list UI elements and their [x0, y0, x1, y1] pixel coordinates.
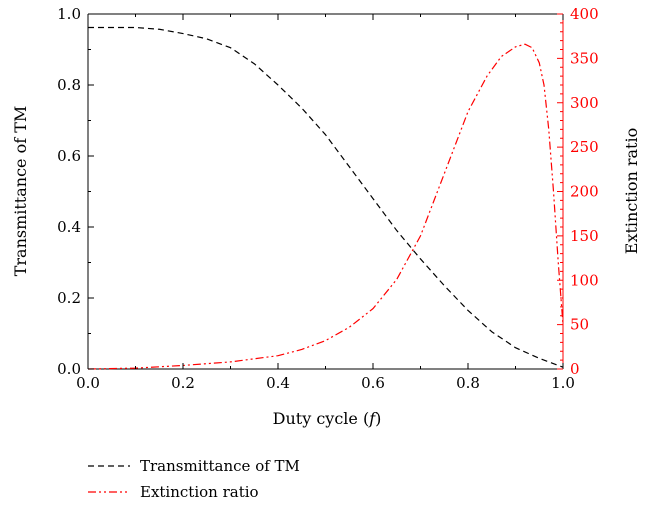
x-tick-label: 0.8: [456, 374, 480, 392]
legend-label-transmittance: Transmittance of TM: [140, 457, 300, 475]
legend-label-extinction: Extinction ratio: [140, 483, 259, 501]
y-left-tick-label: 0.8: [57, 76, 81, 94]
x-tick-label: 0.6: [361, 374, 385, 392]
y-right-tick-label: 100: [570, 271, 599, 289]
y-right-tick-label: 50: [570, 316, 589, 334]
series-layer: [87, 26, 564, 370]
x-tick-label: 0.4: [266, 374, 290, 392]
y-axis-right-title: Extinction ratio: [622, 128, 641, 254]
x-tick-label: 0.0: [76, 374, 100, 392]
y-right-tick-label: 300: [570, 94, 599, 112]
series-line-transmittance: [88, 26, 564, 368]
x-tick-label: 0.2: [171, 374, 195, 392]
x-tick-label: 1.0: [551, 374, 575, 392]
y-left-tick-label: 0.4: [57, 218, 81, 236]
y-right-tick-label: 400: [570, 5, 599, 23]
y-left-tick-label: 0.6: [57, 147, 81, 165]
y-right-tick-label: 150: [570, 227, 599, 245]
y-left-tick-label: 1.0: [57, 5, 81, 23]
y-right-tick-label: 0: [570, 360, 580, 378]
ticks-layer: 0.0 0.2 0.4 0.6 0.8 1.00.00.20.40.60.81.00501…: [57, 5, 599, 392]
series-line-extinction: [87, 43, 564, 370]
legend: Transmittance of TM Extinction ratio: [88, 457, 300, 501]
y-right-tick-label: 200: [570, 183, 599, 201]
y-right-tick-label: 250: [570, 138, 599, 156]
y-left-tick-label: 0.2: [57, 289, 81, 307]
y-left-tick-label: 0.0: [57, 360, 81, 378]
plot-frame: [87, 13, 564, 370]
y-axis-left-title: Transmittance of TM: [11, 106, 30, 277]
x-axis-title: Duty cycle (f): [273, 409, 382, 428]
y-right-tick-label: 350: [570, 49, 599, 67]
